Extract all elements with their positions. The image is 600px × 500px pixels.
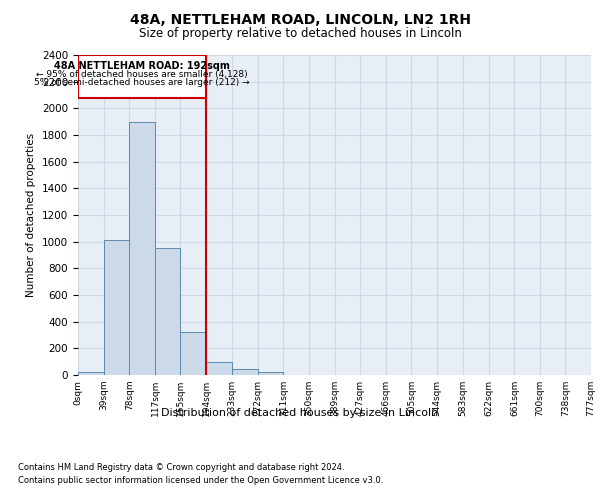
Text: Contains HM Land Registry data © Crown copyright and database right 2024.: Contains HM Land Registry data © Crown c… bbox=[18, 462, 344, 471]
Bar bbox=[206, 362, 232, 375]
Bar bbox=[130, 122, 155, 375]
Bar bbox=[232, 369, 257, 375]
Text: ← 95% of detached houses are smaller (4,128): ← 95% of detached houses are smaller (4,… bbox=[36, 70, 248, 78]
Bar bbox=[78, 372, 104, 375]
Bar bbox=[257, 372, 283, 375]
Bar bbox=[78, 55, 206, 98]
Bar bbox=[155, 248, 181, 375]
Bar bbox=[181, 332, 206, 375]
Text: 48A, NETTLEHAM ROAD, LINCOLN, LN2 1RH: 48A, NETTLEHAM ROAD, LINCOLN, LN2 1RH bbox=[130, 12, 470, 26]
Y-axis label: Number of detached properties: Number of detached properties bbox=[26, 133, 37, 297]
Text: Contains public sector information licensed under the Open Government Licence v3: Contains public sector information licen… bbox=[18, 476, 383, 485]
Text: 5% of semi-detached houses are larger (212) →: 5% of semi-detached houses are larger (2… bbox=[34, 78, 250, 88]
Text: Distribution of detached houses by size in Lincoln: Distribution of detached houses by size … bbox=[161, 408, 439, 418]
Bar bbox=[104, 240, 130, 375]
Text: 48A NETTLEHAM ROAD: 192sqm: 48A NETTLEHAM ROAD: 192sqm bbox=[54, 61, 230, 71]
Text: Size of property relative to detached houses in Lincoln: Size of property relative to detached ho… bbox=[139, 28, 461, 40]
